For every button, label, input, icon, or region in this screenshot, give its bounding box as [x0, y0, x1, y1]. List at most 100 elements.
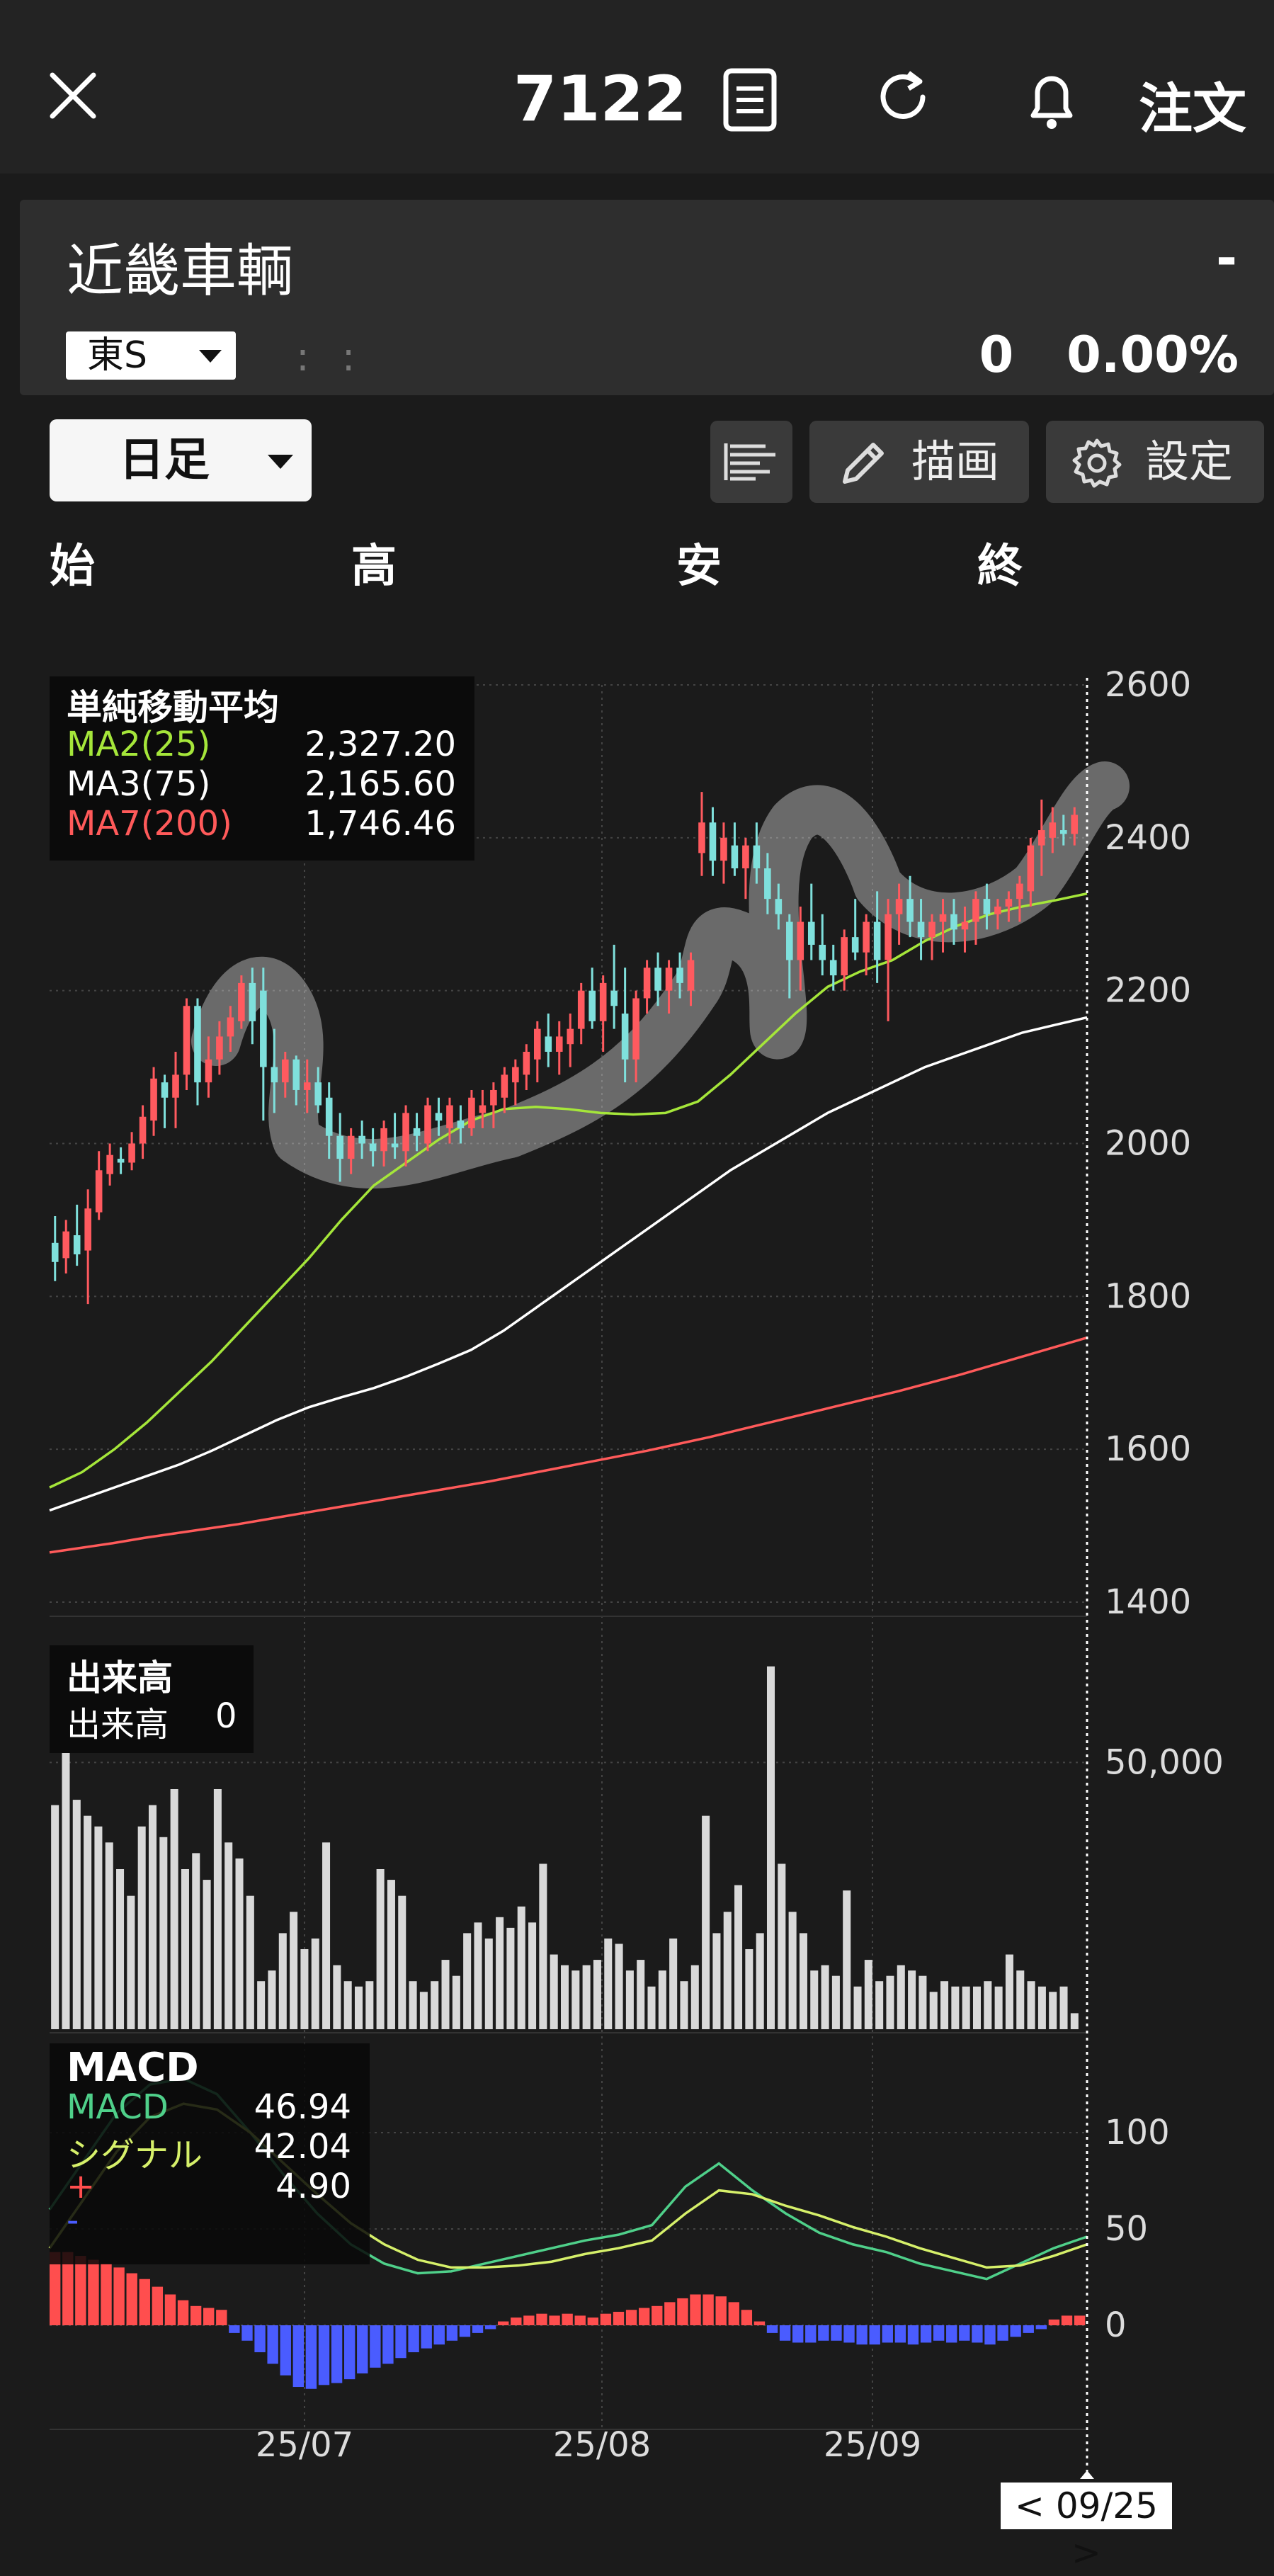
macd-hist-bar: [792, 2325, 804, 2343]
candle-body: [698, 822, 705, 853]
volume-bar: [419, 1992, 428, 2029]
volume-bar: [431, 1981, 439, 2029]
candle-body: [632, 998, 639, 1060]
volume-bar: [496, 1917, 504, 2029]
volume-bar: [984, 1981, 992, 2029]
macd-hist-bar: [677, 2298, 688, 2325]
ma-line-MA2(25): [49, 892, 1088, 1489]
price-tick-label: 1400: [1105, 1582, 1191, 1622]
macd-hist-bar: [600, 2313, 612, 2325]
macd-hist-bar: [395, 2325, 406, 2359]
candle-body: [588, 990, 596, 1021]
volume-bar: [972, 1986, 982, 2029]
ma7-value: 1,746.46: [305, 804, 456, 844]
macd-hist-bar: [331, 2325, 343, 2383]
candle-body: [599, 982, 607, 1021]
macd-hist-bar: [343, 2325, 356, 2380]
candle-body: [512, 1067, 519, 1083]
bell-icon[interactable]: [1023, 67, 1080, 132]
volume-bar: [778, 1863, 786, 2029]
draw-label: 描画: [911, 436, 1000, 487]
macd-hist-bar: [536, 2313, 547, 2325]
candle-body: [347, 1135, 355, 1159]
ma-legend-title: 単純移動平均: [67, 687, 279, 728]
app-header: 7122 注文: [0, 0, 1274, 174]
candle-body: [402, 1113, 409, 1152]
draw-button[interactable]: 描画: [809, 421, 1029, 503]
candle-body: [380, 1128, 387, 1152]
candle-body: [139, 1116, 147, 1144]
candle-body: [972, 899, 979, 922]
candle-body: [819, 944, 826, 960]
volume-bar: [463, 1933, 472, 2029]
volume-bar: [192, 1853, 200, 2029]
volume-bar: [615, 1944, 623, 2029]
candle-body: [567, 1028, 574, 1045]
candle-body: [676, 968, 683, 983]
volume-bar: [506, 1927, 515, 2029]
candle-body: [435, 1113, 443, 1121]
macd-hist-bar: [766, 2325, 778, 2333]
volume-bar: [203, 1880, 211, 2029]
macd-hist-bar: [894, 2325, 906, 2343]
timeframe-select[interactable]: 日足: [50, 419, 312, 501]
macd-hist-bar: [484, 2325, 496, 2330]
volume-bar: [1005, 1954, 1013, 2029]
macd-hist-bar: [920, 2325, 932, 2343]
volume-bar: [647, 1986, 656, 2029]
indicator-list-button[interactable]: [710, 421, 792, 503]
volume-bar: [311, 1938, 319, 2029]
macd-hist-bar: [613, 2311, 625, 2325]
ohlc-high-label: 高: [351, 540, 397, 593]
volume-bar: [517, 1906, 525, 2029]
candle-body: [446, 1105, 453, 1128]
order-button[interactable]: 注文: [1139, 77, 1246, 140]
market-select[interactable]: 東S: [66, 331, 236, 380]
candle-body: [73, 1235, 81, 1254]
price-tick-label: 1600: [1105, 1429, 1191, 1469]
macd-hist-bar: [292, 2325, 305, 2388]
volume-bar: [181, 1869, 189, 2029]
macd-hist-bar: [549, 2315, 560, 2325]
macd-legend: MACD MACD 46.94 シグナル 42.04 + 4.90 -: [50, 2043, 370, 2264]
volume-bar: [72, 1800, 81, 2029]
volume-bar: [105, 1842, 113, 2029]
macd-hist-bar: [254, 2325, 266, 2353]
volume-bar: [669, 1938, 678, 2029]
candle-body: [841, 937, 848, 976]
stock-info-card: 近畿車輌 - 東S : : 0 0.00%: [20, 200, 1274, 395]
candle-body: [643, 968, 651, 999]
candle-body: [753, 845, 761, 868]
volume-bar: [756, 1933, 764, 2029]
volume-bar: [235, 1858, 244, 2029]
refresh-icon[interactable]: [873, 67, 933, 127]
candle-body: [468, 1097, 475, 1128]
candle-body: [731, 845, 739, 868]
macd-hist-bar: [562, 2313, 573, 2325]
macd-hist-bar: [703, 2294, 714, 2325]
ohlc-open-label: 始: [50, 540, 95, 593]
macd-hist-bar: [88, 2259, 99, 2325]
volume-tick-label: 50,000: [1105, 1742, 1224, 1782]
close-icon[interactable]: [48, 71, 98, 120]
document-icon[interactable]: [722, 67, 778, 132]
stock-name: 近畿車輌: [67, 238, 293, 304]
volume-bar: [387, 1880, 395, 2029]
macd-hist-bar: [101, 2263, 112, 2325]
macd-hist-bar: [1035, 2325, 1047, 2330]
macd-hist-bar: [741, 2310, 753, 2325]
price-tick-label: 2000: [1105, 1124, 1191, 1164]
volume-legend-title: 出来高: [67, 1657, 173, 1698]
settings-button[interactable]: 設定: [1046, 421, 1264, 503]
macd-hist-bar: [75, 2256, 86, 2325]
volume-bar: [290, 1912, 298, 2029]
candle-body: [391, 1143, 399, 1147]
signal-value: 42.04: [254, 2127, 351, 2167]
macd-hist-bar: [1048, 2319, 1060, 2325]
ohlc-close-label: 終: [977, 540, 1023, 593]
candle-body: [939, 914, 947, 922]
volume-bar: [897, 1965, 905, 2029]
date-cursor-label[interactable]: < 09/25 >: [1001, 2483, 1172, 2573]
macd-hist-bar: [382, 2325, 394, 2364]
price-tick-label: 1800: [1105, 1276, 1191, 1316]
